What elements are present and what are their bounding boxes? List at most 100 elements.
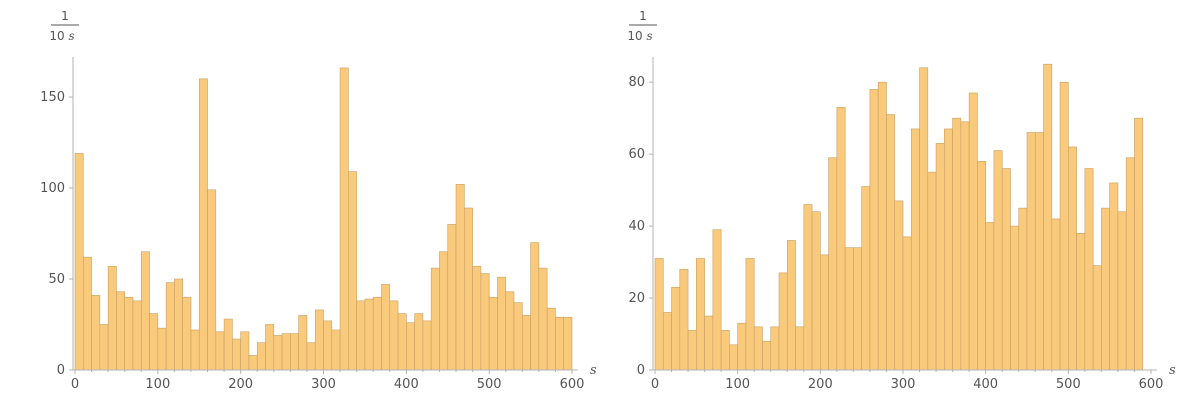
- bar: [696, 258, 705, 371]
- bar: [1125, 157, 1135, 371]
- bar: [505, 291, 515, 371]
- bar: [132, 300, 142, 371]
- y-tick-label: 150: [40, 90, 65, 105]
- bar: [919, 67, 929, 371]
- bar: [1051, 218, 1061, 371]
- bar: [298, 315, 308, 371]
- bar: [232, 338, 241, 371]
- bar: [795, 326, 805, 371]
- bar: [240, 331, 250, 371]
- bar: [116, 291, 125, 371]
- y-tick-label: 60: [628, 147, 645, 162]
- bar: [464, 207, 473, 371]
- y-axis-label-denominator: 10 s: [627, 29, 652, 43]
- bar: [1109, 182, 1119, 371]
- bar: [886, 114, 896, 371]
- bar: [157, 327, 167, 371]
- bar: [985, 222, 995, 371]
- y-axis-label-unit: s: [646, 29, 652, 43]
- bar: [372, 296, 382, 371]
- bar: [472, 265, 482, 371]
- bar: [762, 340, 772, 371]
- bar: [745, 258, 755, 371]
- x-tick-label: 500: [477, 377, 502, 392]
- bar: [406, 322, 415, 371]
- bar: [770, 326, 780, 371]
- bar: [1034, 132, 1044, 371]
- bar: [662, 312, 672, 371]
- bar: [1026, 132, 1036, 371]
- bar: [844, 247, 854, 371]
- bar: [729, 344, 738, 371]
- bar: [422, 320, 432, 371]
- y-tick-label: 0: [637, 363, 645, 378]
- y-tick-label: 40: [628, 219, 645, 234]
- bar: [952, 117, 962, 371]
- bar: [182, 296, 192, 371]
- bar: [977, 161, 986, 371]
- bar: [215, 331, 225, 371]
- x-tick-label: 600: [560, 377, 585, 392]
- bar: [149, 313, 159, 371]
- bar: [828, 157, 838, 371]
- bar: [190, 329, 200, 371]
- bar: [273, 335, 283, 371]
- bars: [74, 67, 573, 371]
- bar: [480, 273, 490, 371]
- bar: [521, 315, 531, 371]
- bar: [389, 300, 399, 371]
- bar: [546, 307, 556, 371]
- bar: [1101, 207, 1110, 371]
- bar: [248, 355, 258, 371]
- bar: [74, 153, 84, 371]
- bar: [1043, 63, 1053, 371]
- bar: [140, 251, 150, 371]
- bar: [902, 236, 912, 371]
- bar: [290, 333, 299, 371]
- bar: [1117, 211, 1127, 371]
- bar: [306, 342, 316, 371]
- x-tick-label: 100: [145, 377, 170, 392]
- bar: [1010, 225, 1020, 371]
- x-tick-label: 400: [394, 377, 419, 392]
- bar: [654, 258, 664, 371]
- bar: [555, 316, 565, 371]
- bar: [430, 267, 440, 371]
- y-axis-label-denominator: 10 s: [49, 29, 74, 43]
- bar: [968, 92, 978, 371]
- bar: [281, 333, 291, 371]
- bar: [207, 189, 217, 371]
- bar: [836, 107, 846, 371]
- bar: [82, 256, 92, 371]
- bar: [1068, 146, 1077, 371]
- bar: [778, 272, 788, 371]
- bar: [712, 229, 722, 371]
- x-tick-label: 0: [71, 377, 79, 392]
- bar: [414, 313, 424, 371]
- bar: [256, 342, 266, 371]
- y-axis-label-numerator: 1: [639, 9, 647, 23]
- bar: [927, 171, 937, 371]
- bar: [165, 282, 175, 371]
- bar: [853, 247, 862, 371]
- bar: [1076, 232, 1086, 371]
- bar: [679, 268, 689, 371]
- bar: [687, 330, 697, 371]
- bar: [198, 78, 208, 371]
- x-axis-label: s: [1169, 363, 1176, 378]
- bar: [107, 265, 117, 371]
- bar: [339, 67, 349, 371]
- bar: [1092, 265, 1102, 371]
- histogram-right: 0 100 200 300 400 500 600 0 20 40 60 80 s 1 10 s: [627, 9, 1176, 392]
- bar: [488, 296, 498, 371]
- bar: [314, 309, 324, 371]
- bar: [91, 295, 101, 371]
- y-axis-label-unit: s: [68, 29, 74, 43]
- y-axis-label-numerator: 1: [61, 9, 69, 23]
- bar: [530, 242, 540, 371]
- x-tick-label: 400: [973, 377, 998, 392]
- bar: [513, 302, 523, 371]
- bar: [265, 324, 275, 371]
- bar: [331, 329, 341, 371]
